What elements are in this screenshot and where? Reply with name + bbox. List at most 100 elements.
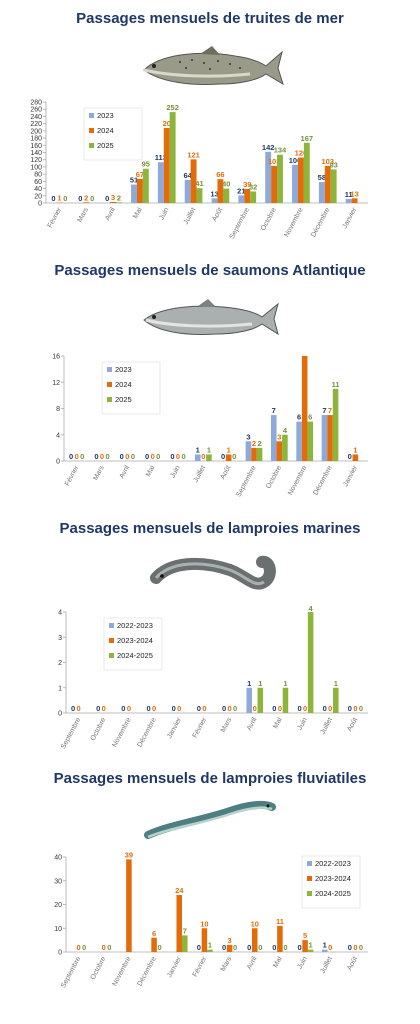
x-tick-label: Septembre	[236, 465, 258, 499]
x-tick-label: Octobre	[90, 956, 108, 981]
x-tick-label: Mars	[92, 464, 106, 481]
y-tick-label: 0	[58, 950, 62, 957]
data-label: 0	[197, 943, 201, 952]
data-label: 0	[197, 704, 201, 713]
data-label: 0	[222, 704, 226, 713]
bar	[246, 687, 252, 713]
data-label: 0	[78, 194, 82, 203]
data-label: 1	[208, 941, 212, 950]
chart-title: Passages mensuels de saumons Atlantique	[54, 262, 366, 279]
data-label: 0	[145, 452, 149, 461]
data-label: 5	[303, 931, 307, 940]
data-label: 0	[328, 943, 332, 952]
data-label: 1	[353, 445, 357, 454]
x-tick-label: Octobre	[90, 717, 108, 742]
data-label: 0	[82, 943, 86, 952]
data-label: 0	[76, 704, 80, 713]
bar	[302, 940, 308, 952]
data-label: 40	[222, 180, 230, 189]
data-label: 0	[359, 943, 363, 952]
y-tick-label: 1	[58, 685, 62, 692]
y-tick-label: 100	[30, 164, 42, 171]
data-label: 7	[272, 406, 276, 415]
bar	[223, 188, 230, 203]
data-label: 0	[146, 704, 150, 713]
legend: 2023 2024 2025	[101, 361, 161, 415]
x-tick-label: Juin	[170, 465, 182, 480]
data-label: 10	[200, 919, 208, 928]
data-label: 0	[172, 704, 176, 713]
data-label: 11	[345, 190, 353, 199]
data-label: 0	[170, 452, 174, 461]
legend-entry: 2022-2023	[315, 859, 351, 868]
y-tick-label: 280	[30, 100, 42, 107]
bar	[321, 415, 328, 461]
x-tick-label: Mars	[77, 206, 91, 223]
bar	[116, 202, 122, 203]
x-tick-label: Mars	[220, 955, 234, 972]
y-tick-label: 8	[56, 406, 60, 413]
bar	[301, 356, 308, 461]
data-label: 167	[301, 134, 314, 143]
data-label: 0	[181, 452, 185, 461]
x-tick-label: Décembre	[310, 207, 331, 239]
x-tick-label: Décembre	[137, 717, 158, 749]
legend-swatch	[89, 128, 94, 133]
y-tick-label: 140	[30, 150, 42, 157]
sea-trout-icon	[143, 46, 284, 86]
x-tick-label: Juin	[297, 956, 309, 971]
y-tick-label: 40	[54, 855, 62, 862]
x-tick-label: Novembre	[111, 717, 132, 749]
bar	[251, 447, 257, 461]
bar	[196, 188, 203, 203]
y-tick-label: 180	[30, 136, 42, 143]
x-tick-label: Janvier	[166, 716, 183, 740]
data-label: 0	[96, 704, 100, 713]
legend-swatch	[107, 382, 112, 387]
bar	[324, 165, 331, 203]
bar	[271, 165, 278, 203]
x-tick-label: Janvier	[166, 955, 183, 979]
y-tick-label: 10	[54, 926, 62, 933]
bar	[217, 179, 224, 203]
x-tick-label: Janvier	[342, 206, 359, 230]
x-tick-label: Avril	[246, 716, 259, 732]
y-tick-label: 160	[30, 143, 42, 150]
bar	[251, 928, 258, 952]
legend: 2023 2024 2025	[83, 107, 143, 161]
data-label: 3	[227, 936, 231, 945]
data-label: 0	[359, 704, 363, 713]
data-label: 0	[71, 704, 75, 713]
data-label: 64	[184, 171, 193, 180]
y-tick-label: 16	[52, 354, 60, 361]
data-label: 0	[303, 704, 307, 713]
x-tick-label: Octobre	[265, 465, 283, 490]
legend-entry: 2023	[115, 365, 132, 374]
x-tick-label: Novembre	[111, 956, 132, 988]
data-label: 24	[175, 886, 184, 895]
bar	[225, 454, 232, 461]
data-label: 0	[272, 943, 276, 952]
y-tick-label: 220	[30, 121, 42, 128]
legend-swatch	[307, 861, 312, 866]
x-tick-label: Juillet	[319, 956, 334, 975]
data-label: 3	[111, 193, 115, 202]
x-tick-label: Juillet	[183, 207, 198, 226]
data-label: 0	[105, 452, 109, 461]
bar	[190, 159, 197, 203]
bar	[142, 168, 149, 203]
bar	[256, 447, 263, 461]
y-tick-label: 0	[38, 201, 42, 208]
data-label: 4	[283, 426, 288, 435]
x-tick-label: Juillet	[193, 465, 208, 484]
bar	[226, 944, 233, 952]
legend-entry: 2023-2024	[117, 636, 153, 645]
data-label: 0	[272, 704, 276, 713]
data-label: 0	[158, 943, 162, 952]
legend-entry: 2025	[115, 395, 132, 404]
bar	[131, 184, 137, 203]
bar	[238, 195, 245, 203]
y-tick-label: 260	[30, 107, 42, 114]
data-label: 41	[195, 179, 203, 188]
bar	[276, 441, 283, 461]
